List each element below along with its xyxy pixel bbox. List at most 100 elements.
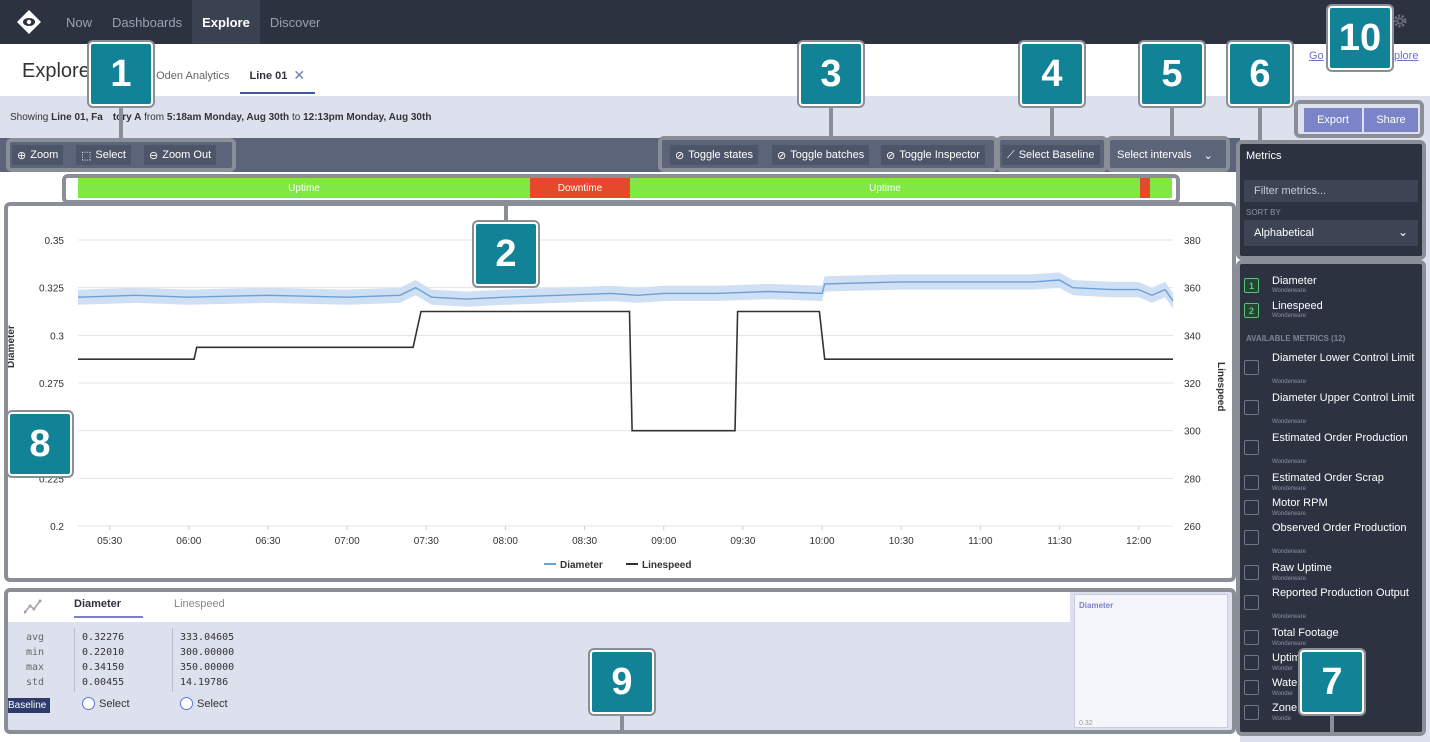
nav-explore[interactable]: Explore [192, 0, 260, 44]
metric-name: Wate s [1272, 677, 1306, 689]
range-line: Line 01, Fa [51, 112, 103, 123]
metric-name: Diameter [1272, 275, 1317, 287]
state-segment-downtime[interactable] [1140, 178, 1150, 198]
filter-metrics-input[interactable]: Filter metrics... [1244, 180, 1418, 202]
explore-tabs: h Oden Analytics Line 01 ✕ [120, 67, 316, 94]
y-axis-right-label: Linespeed [1215, 362, 1226, 412]
diameter-range-band [78, 272, 1173, 309]
range-to: to [289, 112, 304, 123]
checkbox[interactable] [1244, 360, 1259, 375]
nav-dashboards[interactable]: Dashboards [112, 14, 183, 30]
y-right-tick-label: 340 [1184, 331, 1201, 342]
y-right-tick-label: 380 [1184, 236, 1201, 247]
nav-discover[interactable]: Discover [269, 14, 321, 30]
toggle-inspector-button[interactable]: ⊘ Toggle Inspector [881, 145, 985, 165]
y-right-tick-label: 280 [1184, 474, 1201, 485]
metric-name: Observed Order Production [1272, 522, 1407, 534]
checkbox[interactable] [1244, 475, 1259, 490]
radio-button[interactable] [82, 697, 95, 710]
inspector-tab-linespeed[interactable]: Linespeed [174, 598, 225, 610]
select-intervals-label: Select intervals [1117, 149, 1192, 161]
explore-link[interactable]: plore [1394, 50, 1419, 62]
state-segment-uptime[interactable]: Uptime [78, 178, 530, 198]
checkbox[interactable] [1244, 530, 1259, 545]
baseline-select-linespeed[interactable]: Select [180, 697, 228, 710]
gear-icon[interactable] [1392, 13, 1408, 29]
state-segment-downtime[interactable]: Downtime [530, 178, 630, 198]
toggle-states-button[interactable]: ⊘ Toggle states [670, 145, 759, 165]
checkbox[interactable] [1244, 565, 1259, 580]
x-tick-label: 06:30 [255, 536, 280, 547]
x-tick-label: 09:00 [651, 536, 676, 547]
x-tick-label: 07:00 [335, 536, 360, 547]
checkbox[interactable] [1244, 680, 1259, 695]
tab-oden-analytics[interactable]: Oden Analytics [156, 70, 230, 82]
select-intervals-dropdown[interactable]: Select intervals ⌄ [1112, 145, 1226, 165]
chevron-down-icon: ⌄ [1203, 149, 1213, 162]
y-right-tick-label: 360 [1184, 284, 1201, 295]
share-button[interactable]: Share [1364, 108, 1418, 132]
toggle-batches-button[interactable]: ⊘ Toggle batches [772, 145, 870, 165]
tab-line-01[interactable]: Line 01 ✕ [239, 67, 316, 94]
tab-line-01-label: Line 01 [249, 70, 288, 82]
mini-chart: Diameter 0.32 [1074, 594, 1228, 728]
checkbox[interactable] [1244, 595, 1259, 610]
diameter-series-line [77, 279, 1174, 302]
state-strip[interactable]: Uptime Downtime Uptime [70, 178, 1174, 200]
diameter-std: 0.00455 [82, 677, 125, 688]
zoom-out-button[interactable]: ⊖ Zoom Out [144, 145, 217, 165]
callout-connector [1330, 712, 1334, 736]
x-tick-label: 10:30 [889, 536, 914, 547]
sort-select[interactable]: Alphabetical ⌄ [1244, 220, 1418, 246]
eye-off-icon: ⊘ [777, 149, 787, 162]
x-tick-label: 10:00 [810, 536, 835, 547]
close-icon[interactable]: ✕ [293, 67, 306, 83]
metric-name: Diameter Lower Control Limit [1272, 352, 1415, 364]
inspector-tab-diameter[interactable]: Diameter [74, 598, 144, 618]
select-baseline-label: Select Baseline [1018, 149, 1095, 161]
checkbox[interactable] [1244, 500, 1259, 515]
toggle-inspector-label: Toggle Inspector [899, 149, 980, 161]
checkbox-checked[interactable]: 1 [1244, 278, 1259, 293]
app-logo-icon[interactable] [16, 9, 42, 35]
chart-panel[interactable]: 0.350.3250.30.2750.250.2250.238036034032… [8, 206, 1234, 578]
baseline-select-diameter[interactable]: Select [82, 697, 130, 710]
linespeed-avg: 333.04605 [180, 632, 235, 643]
select-label: Select [95, 149, 126, 161]
metric-source: Wonder [1272, 666, 1293, 672]
chart-line-icon: ⟋ [1007, 148, 1015, 161]
zoom-in-icon: ⊕ [17, 149, 27, 162]
select-button[interactable]: ⬚ Select [76, 145, 131, 165]
zoom-out-label: Zoom Out [162, 149, 212, 161]
checkbox-checked[interactable]: 2 [1244, 303, 1259, 318]
baseline-label: Baseline [4, 698, 51, 713]
legend-linespeed-label: Linespeed [642, 560, 691, 571]
export-button[interactable]: Export [1304, 108, 1362, 132]
callout-badge: 7 [1300, 650, 1364, 714]
checkbox[interactable] [1244, 655, 1259, 670]
checkbox[interactable] [1244, 400, 1259, 415]
go-link[interactable]: Go [1309, 50, 1324, 62]
checkbox[interactable] [1244, 440, 1259, 455]
metric-source: Wonde [1272, 716, 1291, 722]
radio-button[interactable] [180, 697, 193, 710]
mini-chart-title: Diameter [1079, 601, 1114, 610]
state-segment-uptime[interactable] [1150, 178, 1172, 198]
metric-source: Wonderware [1272, 549, 1306, 555]
y-left-tick-label: 0.35 [45, 236, 65, 247]
callout-badge: 2 [474, 222, 538, 286]
time-series-chart[interactable]: 0.350.3250.30.2750.250.2250.238036034032… [8, 206, 1234, 578]
range-from: from [141, 112, 167, 123]
checkbox[interactable] [1244, 705, 1259, 720]
zoom-button[interactable]: ⊕ Zoom [12, 145, 64, 165]
state-segment-uptime[interactable]: Uptime [630, 178, 1140, 198]
checkbox[interactable] [1244, 630, 1259, 645]
y-left-tick-label: 0.225 [39, 474, 64, 485]
y-right-tick-label: 320 [1184, 379, 1201, 390]
callout-badge: 9 [590, 650, 654, 714]
nav-now[interactable]: Now [66, 14, 93, 30]
selection-icon: ⬚ [81, 149, 92, 162]
select-baseline-button[interactable]: ⟋ Select Baseline [1002, 145, 1100, 165]
metric-source: Wonderware [1272, 288, 1306, 294]
y-left-tick-label: 0.2 [50, 522, 64, 533]
